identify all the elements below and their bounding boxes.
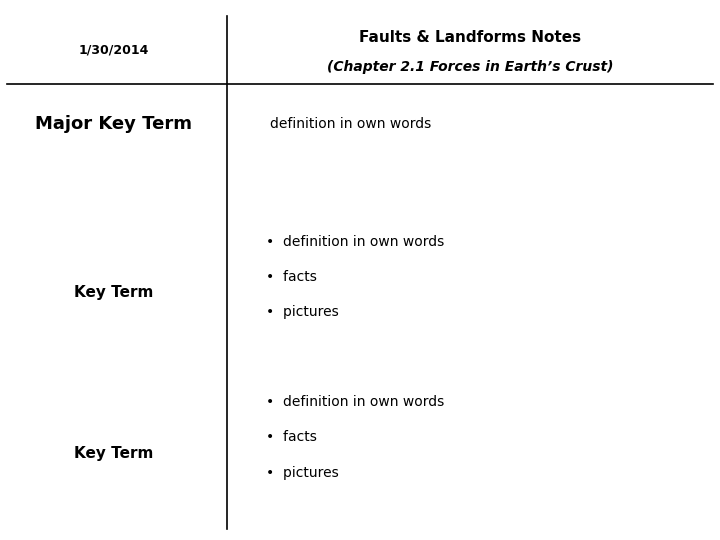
Text: •  definition in own words: • definition in own words — [266, 235, 445, 248]
Text: 1/30/2014: 1/30/2014 — [78, 43, 148, 57]
Text: •  definition in own words: • definition in own words — [266, 395, 445, 409]
Text: Key Term: Key Term — [73, 446, 153, 461]
Text: Major Key Term: Major Key Term — [35, 115, 192, 133]
Text: •  facts: • facts — [266, 270, 318, 284]
Text: definition in own words: definition in own words — [270, 117, 431, 131]
Text: •  pictures: • pictures — [266, 465, 339, 480]
Text: •  facts: • facts — [266, 430, 318, 444]
Text: •  pictures: • pictures — [266, 305, 339, 319]
Text: (Chapter 2.1 Forces in Earth’s Crust): (Chapter 2.1 Forces in Earth’s Crust) — [327, 60, 613, 74]
Text: Faults & Landforms Notes: Faults & Landforms Notes — [359, 30, 581, 45]
Text: Key Term: Key Term — [73, 286, 153, 300]
